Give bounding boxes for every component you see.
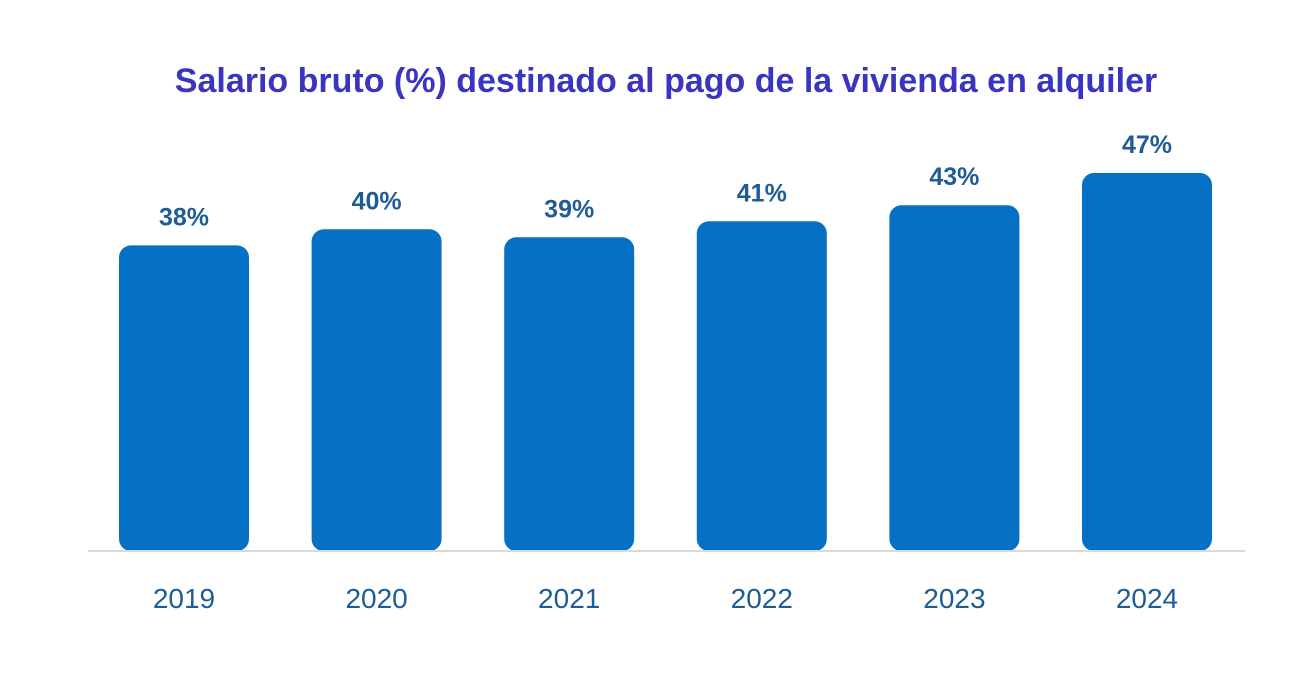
x-tick-label-2021: 2021 [538, 583, 600, 614]
bar-2022 [696, 221, 827, 552]
chart-title: Salario bruto (%) destinado al pago de l… [174, 62, 1158, 100]
bars-layer [119, 173, 1212, 552]
bar-2020 [311, 229, 442, 552]
bar-2021 [504, 237, 635, 552]
data-label-2022: 41% [737, 179, 787, 207]
data-label-2019: 38% [159, 203, 209, 231]
x-tick-label-2023: 2023 [923, 583, 985, 614]
x-tick-label-2024: 2024 [1116, 583, 1178, 614]
data-label-2021: 39% [544, 195, 594, 223]
category-labels-layer: 2019 2020 2021 2022 2023 2024 [153, 583, 1178, 614]
data-label-2024: 47% [1122, 131, 1172, 159]
x-tick-label-2019: 2019 [153, 583, 215, 614]
data-label-2020: 40% [352, 187, 402, 215]
bar-2019 [119, 245, 249, 551]
x-tick-label-2020: 2020 [345, 583, 407, 614]
bar-2024 [1082, 173, 1212, 551]
value-labels-layer: 38% 40% 39% 41% 43% 47% [159, 131, 1172, 231]
data-label-2023: 43% [929, 163, 979, 191]
bar-2023 [889, 205, 1020, 551]
x-tick-label-2022: 2022 [731, 583, 793, 614]
